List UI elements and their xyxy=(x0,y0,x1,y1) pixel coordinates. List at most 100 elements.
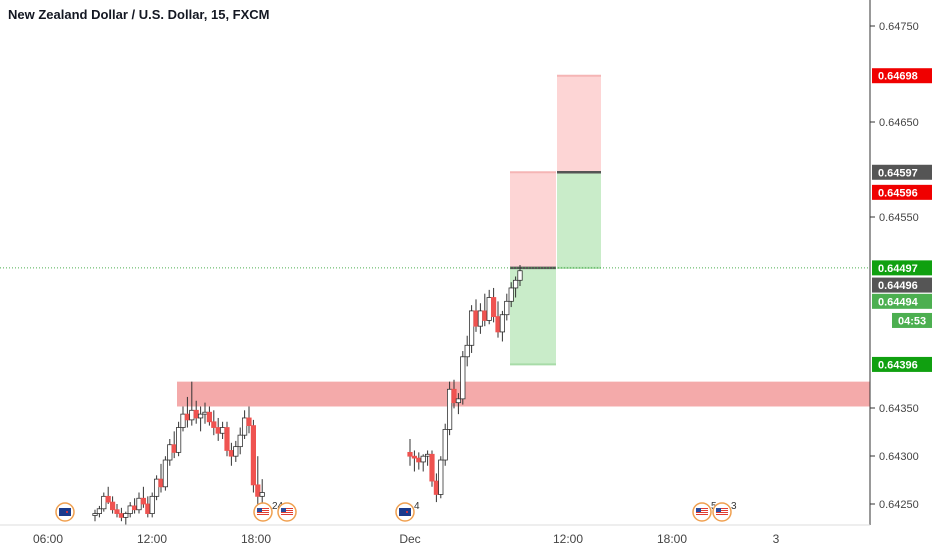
price-label-box xyxy=(872,68,932,84)
candle-body xyxy=(211,421,217,428)
candle xyxy=(123,511,129,526)
candle xyxy=(416,452,422,470)
candle xyxy=(228,442,234,466)
candle-body xyxy=(123,513,129,518)
candle-body xyxy=(468,310,475,346)
candle xyxy=(140,486,146,508)
time-tick-label: 18:00 xyxy=(241,532,271,546)
candle xyxy=(233,440,239,462)
event-count-label: 4 xyxy=(414,501,420,512)
us-flag-stripe xyxy=(696,508,708,509)
nz-flag-icon xyxy=(59,508,71,516)
price-label-text: 0.64396 xyxy=(878,359,918,371)
us-flag-stripe xyxy=(716,514,728,515)
price-tick-label: 0.64350 xyxy=(879,403,919,415)
candle-body xyxy=(416,457,422,463)
price-label-box xyxy=(872,260,932,276)
candle xyxy=(504,293,510,321)
price-label-text: 04:53 xyxy=(898,315,926,327)
candle-body xyxy=(495,316,501,333)
time-tick-label: 06:00 xyxy=(33,532,63,546)
candle xyxy=(206,406,212,426)
candle-body xyxy=(255,484,261,497)
candle xyxy=(508,282,514,308)
candle-body xyxy=(438,459,444,495)
candle xyxy=(153,475,160,501)
us-flag-stripe xyxy=(281,508,293,509)
candle-body xyxy=(145,503,151,514)
candle xyxy=(451,379,457,409)
candle-body xyxy=(149,495,155,514)
candle-body xyxy=(455,398,462,404)
us-flag-stripe xyxy=(716,508,728,509)
candle-body xyxy=(202,411,208,415)
candle-body xyxy=(175,427,182,453)
candle-body xyxy=(189,409,195,421)
candle-body xyxy=(167,444,173,461)
price-tick-label: 0.64550 xyxy=(879,212,919,224)
candle xyxy=(224,421,230,457)
candle xyxy=(96,505,102,518)
price-label-text: 0.64497 xyxy=(878,263,918,275)
candle xyxy=(420,454,426,472)
candle xyxy=(411,450,418,472)
candle-body xyxy=(442,429,448,461)
candle xyxy=(158,463,164,493)
candle xyxy=(495,301,501,338)
candle-body xyxy=(508,287,514,302)
price-tick-label: 0.64250 xyxy=(879,499,919,511)
price-tick-label: 0.64300 xyxy=(879,451,919,463)
candle-body xyxy=(486,297,492,321)
candle-body xyxy=(241,417,248,436)
price-label-box xyxy=(872,184,932,200)
candle xyxy=(517,265,523,287)
candle-body xyxy=(490,297,497,318)
event-marker: 3 xyxy=(712,501,737,522)
candle-body xyxy=(92,513,98,516)
price-label-text: 0.64597 xyxy=(878,167,918,179)
candle xyxy=(219,421,226,439)
candle-body xyxy=(219,427,226,434)
candle-body xyxy=(197,413,204,419)
candle-body xyxy=(464,344,470,358)
candle xyxy=(407,438,413,466)
supply-demand-zone xyxy=(177,381,870,407)
candle xyxy=(464,335,470,367)
us-flag-stripe xyxy=(257,508,269,509)
candle xyxy=(92,509,98,522)
candle-body xyxy=(513,279,519,289)
us-flag-canton xyxy=(696,508,701,512)
candle-body xyxy=(429,453,435,482)
candle xyxy=(455,393,462,415)
candle xyxy=(118,507,124,522)
candle-body xyxy=(504,300,510,316)
candle-body xyxy=(477,310,484,327)
event-count-label: 24 xyxy=(272,501,284,512)
candle xyxy=(101,492,107,512)
candle xyxy=(110,496,116,514)
candle-body xyxy=(184,413,190,421)
candle xyxy=(162,456,168,491)
position-target-zone xyxy=(557,172,601,268)
candle xyxy=(446,381,453,436)
candle xyxy=(513,276,519,298)
candle xyxy=(180,406,186,432)
candle-body xyxy=(127,505,133,514)
candle xyxy=(145,496,151,518)
nz-flag-icon xyxy=(399,508,411,516)
candle-body xyxy=(96,508,102,514)
candle-body xyxy=(105,495,111,503)
us-flag-stripe xyxy=(281,510,293,511)
candle-body xyxy=(420,455,426,463)
candle xyxy=(197,406,204,432)
event-count-label: 3 xyxy=(731,501,737,512)
price-label-box xyxy=(892,312,932,328)
candle-body xyxy=(407,451,413,457)
candle xyxy=(136,492,142,514)
candle xyxy=(246,406,252,434)
candle xyxy=(442,423,448,466)
price-label-box xyxy=(872,164,932,180)
price-label-box xyxy=(872,356,932,372)
